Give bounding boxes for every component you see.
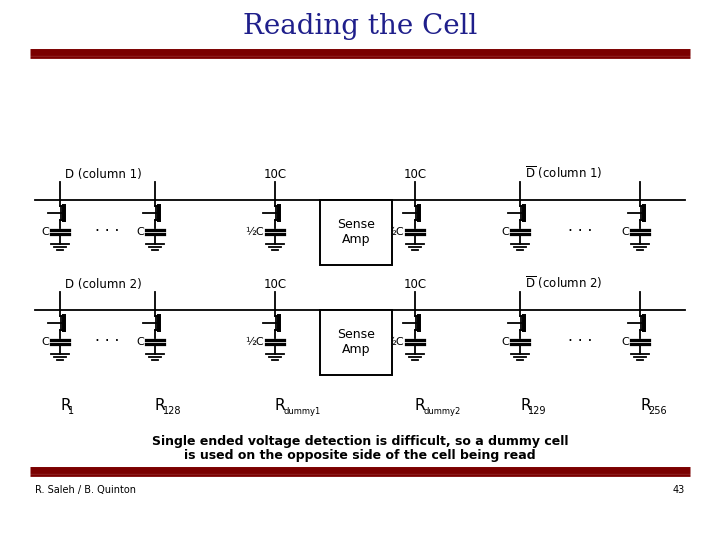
Text: $\overline{\rm D}$ (column 2): $\overline{\rm D}$ (column 2) (525, 274, 603, 291)
Text: · · ·: · · · (568, 334, 592, 349)
Text: C: C (621, 337, 629, 347)
Text: 256: 256 (648, 406, 667, 416)
Text: · · ·: · · · (95, 334, 120, 349)
Text: ½C: ½C (246, 227, 264, 237)
Bar (320, 310, 392, 375)
Text: ½C: ½C (246, 337, 264, 347)
Text: dummy2: dummy2 (423, 407, 460, 416)
Text: C: C (621, 227, 629, 237)
Text: Reading the Cell: Reading the Cell (243, 14, 477, 40)
Text: C: C (136, 227, 144, 237)
Text: 10C: 10C (264, 278, 287, 291)
Text: R: R (155, 398, 166, 413)
Text: R: R (275, 398, 286, 413)
Text: · · ·: · · · (95, 225, 120, 240)
Text: R: R (640, 398, 651, 413)
Text: C: C (136, 337, 144, 347)
Text: Sense
Amp: Sense Amp (337, 328, 375, 356)
Text: 10C: 10C (264, 168, 287, 181)
Text: C: C (41, 227, 49, 237)
Text: C: C (501, 337, 509, 347)
Text: R. Saleh / B. Quinton: R. Saleh / B. Quinton (35, 485, 136, 495)
Text: 129: 129 (528, 406, 546, 416)
Text: R: R (520, 398, 531, 413)
Text: 10C: 10C (403, 278, 426, 291)
Text: D (column 1): D (column 1) (65, 168, 142, 181)
Text: · · ·: · · · (568, 225, 592, 240)
Text: Sense
Amp: Sense Amp (337, 219, 375, 246)
Text: 1: 1 (68, 406, 74, 416)
Text: $\overline{\rm D}$ (column 1): $\overline{\rm D}$ (column 1) (525, 164, 603, 181)
Text: C: C (501, 227, 509, 237)
Text: D (column 2): D (column 2) (65, 278, 142, 291)
Text: R: R (60, 398, 71, 413)
Text: 10C: 10C (403, 168, 426, 181)
Text: 128: 128 (163, 406, 181, 416)
Text: Single ended voltage detection is difficult, so a dummy cell: Single ended voltage detection is diffic… (152, 435, 568, 448)
Text: R: R (415, 398, 426, 413)
Text: is used on the opposite side of the cell being read: is used on the opposite side of the cell… (184, 449, 536, 462)
Text: ½C: ½C (385, 337, 404, 347)
Text: 43: 43 (672, 485, 685, 495)
Bar (320, 200, 392, 265)
Text: C: C (41, 337, 49, 347)
Text: dummy1: dummy1 (283, 407, 320, 416)
Text: ½C: ½C (385, 227, 404, 237)
